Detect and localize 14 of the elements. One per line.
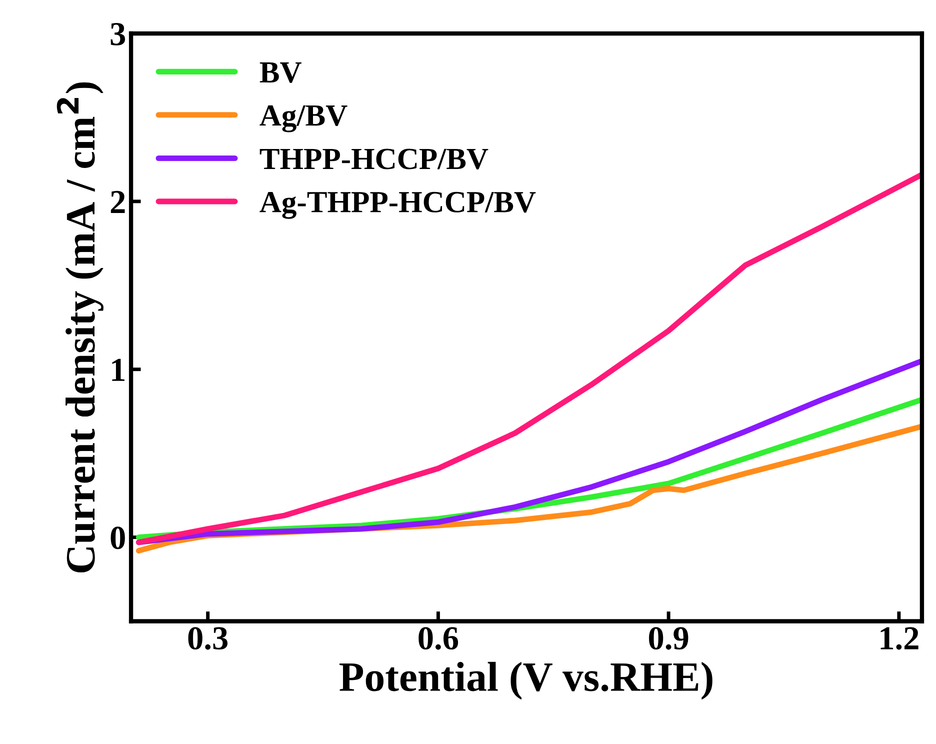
x-tick-label: 0.3 [188,627,228,650]
legend-label: BV [260,62,302,83]
legend-label: Ag/BV [260,105,348,132]
legend-label: THPP-HCCP/BV [260,148,488,170]
y-tick-label: 0 [110,526,125,550]
x-tick-label: 1.2 [880,627,918,650]
legend-label: Ag-THPP-HCCP/BV [260,192,536,219]
y-tick-label: 3 [110,22,126,46]
x-axis-title: Potential (V vs.RHE) [340,662,712,700]
y-axis-title: Current density (mA / cm$^{2}$) [56,82,104,572]
x-tick-label: 0.6 [418,627,458,650]
y-tick-label: 2 [110,190,125,213]
x-tick-label: 0.9 [648,627,688,650]
y-tick-label: 1 [112,358,124,381]
